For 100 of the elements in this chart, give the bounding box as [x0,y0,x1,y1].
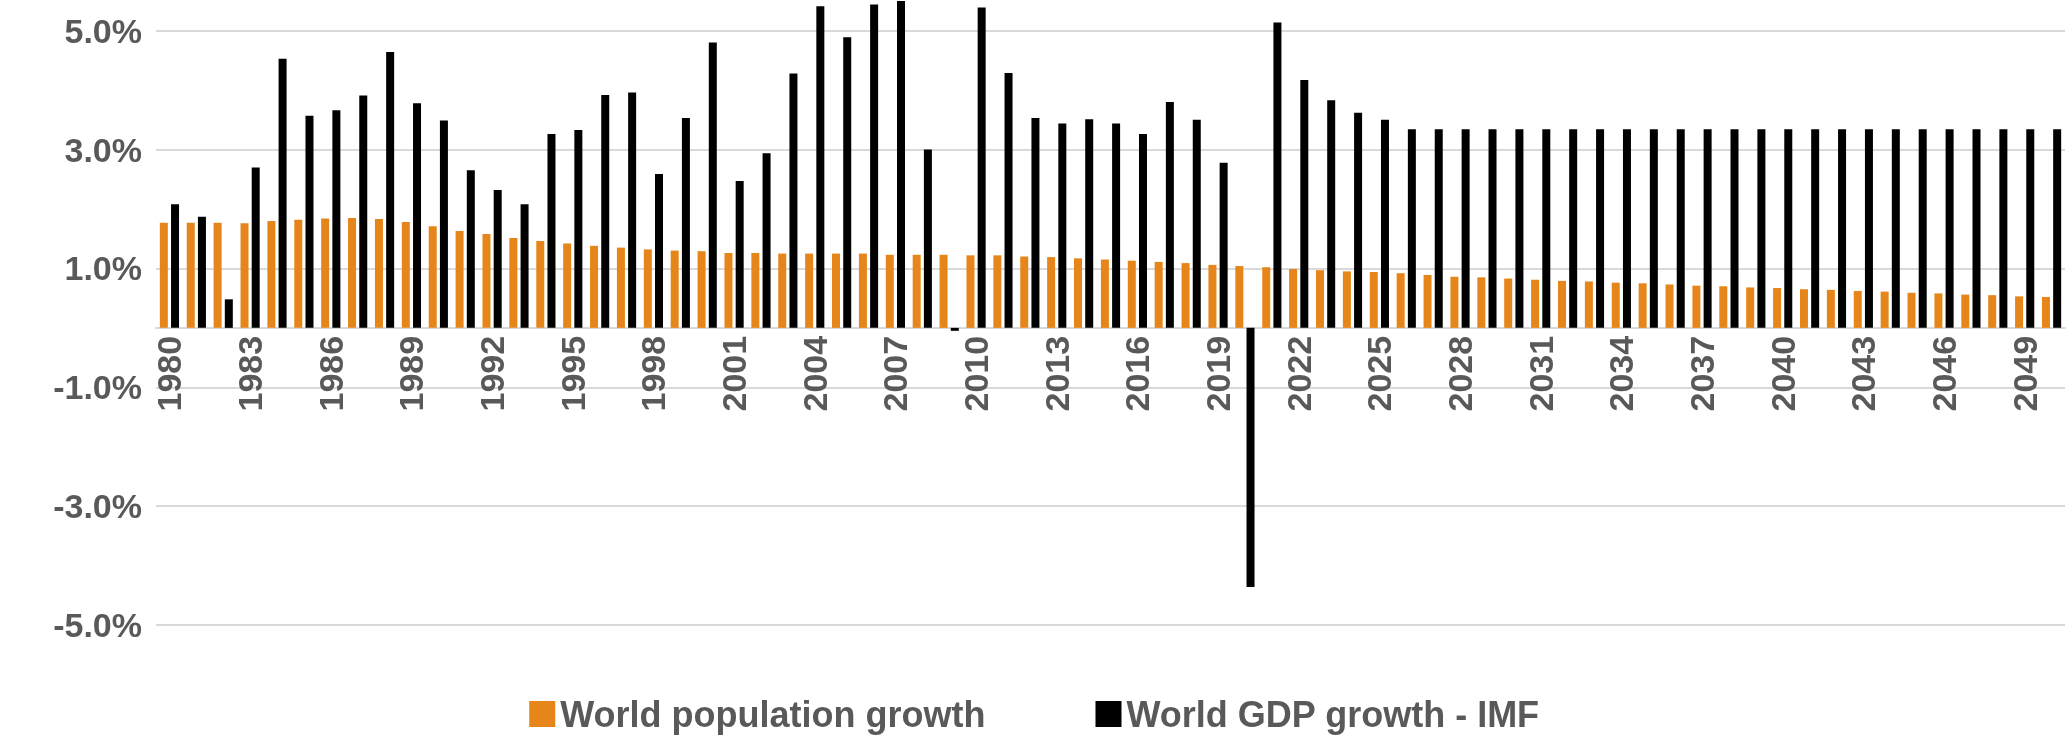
bar [616,247,625,328]
x-tick-label: 2034 [1602,335,1641,412]
bar [762,153,771,328]
bar [897,1,905,328]
bar [1327,100,1336,328]
bar [858,253,867,328]
bar [305,115,314,328]
bar [171,204,180,328]
bar [2041,296,2050,328]
bar [224,299,233,328]
bar [509,238,518,328]
bar [1396,273,1405,328]
bar [1531,279,1540,328]
bar [332,110,341,328]
x-tick-label: 1998 [634,335,673,412]
bar [601,94,610,328]
bar [1031,118,1040,328]
bar [1138,134,1147,328]
x-tick-label: 2022 [1279,335,1318,412]
bar [1838,129,1847,328]
bar [1864,129,1873,328]
x-tick-label: 1980 [150,335,189,412]
bar [950,327,959,331]
bar [197,216,206,328]
bar [1423,274,1432,328]
bar [643,249,652,328]
bar [1047,257,1056,328]
bar [1719,286,1728,328]
bar [1316,270,1324,328]
bar [374,219,383,328]
bar [2015,296,2024,328]
bar [912,254,921,328]
bar [386,52,395,328]
bar [1703,129,1712,328]
bar [1596,129,1605,328]
x-tick-label: 2016 [1118,335,1157,412]
y-tick-label: 1.0% [64,249,142,288]
x-tick-label: 1992 [473,335,512,412]
x-tick-label: 2001 [715,335,754,412]
bar [1999,129,2008,328]
bar [240,223,249,328]
bar [1880,291,1889,328]
bar [321,218,330,328]
bar [870,4,879,328]
bar [466,170,475,328]
bar [1730,129,1739,328]
bar [1262,267,1271,328]
bar [294,219,303,328]
bar [1799,289,1808,328]
x-tick-label: 2013 [1037,335,1076,412]
bar [186,222,195,328]
bar [520,204,529,328]
bar [751,252,760,328]
bar [655,173,664,328]
x-tick-label: 2028 [1441,335,1480,412]
bar [348,217,357,328]
bar [816,6,825,328]
bar [574,129,583,328]
bar [1289,269,1298,328]
bar [885,254,894,328]
bar [923,149,932,328]
bar [1934,293,1943,328]
bar [1638,283,1647,328]
bar [1477,277,1486,328]
bar [1784,129,1793,328]
bar [359,95,368,328]
x-tick-label: 2010 [957,335,996,412]
y-tick-label: 3.0% [64,130,142,169]
bar [401,222,410,328]
bar [1380,119,1389,328]
bar [547,134,556,328]
bar [493,189,502,328]
bar [1461,129,1470,328]
bar [413,103,422,328]
bar [1192,119,1201,328]
bar [2053,129,2062,328]
bar [1622,129,1631,328]
bar [1434,129,1443,328]
bar [1181,263,1190,328]
bar [536,241,545,328]
bar [1811,129,1820,328]
bar [993,255,1002,328]
y-tick-label: 5.0% [64,11,142,50]
bar [1972,129,1981,328]
bar [1369,271,1378,328]
bar [708,42,717,328]
bar [267,220,276,328]
bar [428,226,437,328]
bar [1085,119,1094,328]
bar [832,253,841,328]
bar [1611,282,1620,328]
bar [439,120,448,328]
bar [1515,129,1524,328]
y-tick-label: -5.0% [53,606,142,644]
bar [735,181,744,328]
x-tick-label: 2004 [795,335,834,412]
x-tick-label: 1986 [311,335,350,412]
bar [1961,294,1970,328]
bar [159,222,168,328]
bar [590,245,599,328]
